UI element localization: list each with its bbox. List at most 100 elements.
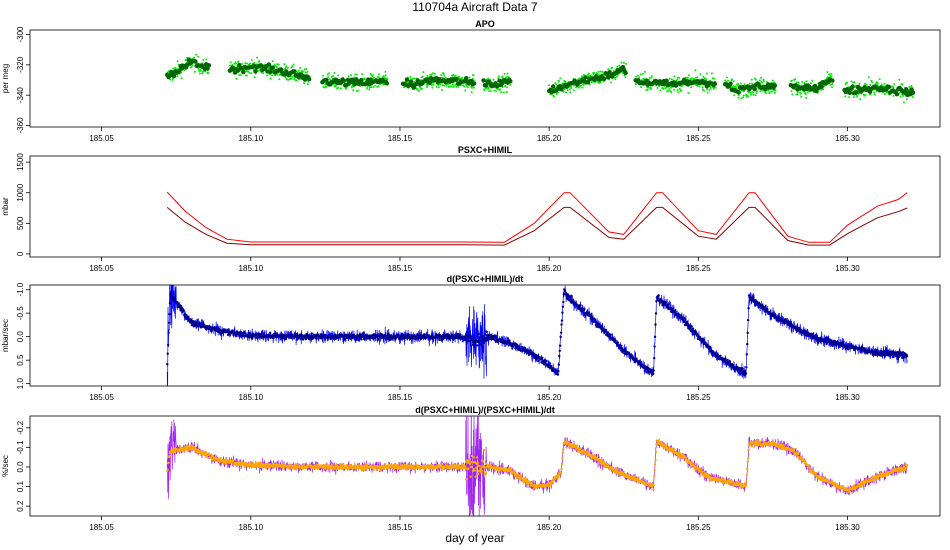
x-tick-label: 185.15 xyxy=(388,523,413,532)
series-point xyxy=(524,477,527,480)
apo-point xyxy=(601,70,604,73)
apo-point xyxy=(202,58,205,61)
apo-point xyxy=(804,93,807,96)
series-point xyxy=(600,325,604,328)
series-point xyxy=(561,305,565,308)
series-point xyxy=(594,320,597,323)
x-tick-label: 185.30 xyxy=(835,134,860,143)
apo-point xyxy=(297,69,300,72)
apo-point xyxy=(883,93,886,96)
series-point xyxy=(685,320,689,324)
series-point xyxy=(562,300,565,304)
apo-point xyxy=(247,70,250,73)
series-point xyxy=(562,448,565,451)
apo-point xyxy=(497,75,500,78)
series-point xyxy=(490,337,493,341)
series-point xyxy=(485,330,488,333)
apo-point xyxy=(639,73,642,76)
series-point xyxy=(532,352,535,355)
apo-point xyxy=(376,75,379,78)
apo-point xyxy=(461,76,464,79)
apo-point xyxy=(898,78,901,81)
apo-point-dark xyxy=(728,81,733,86)
series-point xyxy=(451,333,454,337)
series-point xyxy=(243,332,247,335)
apo-point-dark xyxy=(894,91,900,97)
apo-point xyxy=(245,70,248,73)
apo-point xyxy=(867,76,870,79)
apo-point xyxy=(688,74,691,77)
apo-point xyxy=(356,89,359,92)
apo-point xyxy=(730,78,733,81)
series-point xyxy=(475,466,478,470)
x-tick-label: 185.20 xyxy=(537,523,562,532)
series-point xyxy=(655,300,658,303)
y-tick-label: 0.2 xyxy=(16,500,25,512)
series-point xyxy=(441,463,444,466)
apo-point xyxy=(299,66,302,69)
apo-point xyxy=(566,89,569,92)
series-point xyxy=(356,333,359,337)
data-layer xyxy=(165,53,916,104)
apo-point-dark xyxy=(664,78,669,83)
x-tick-label: 185.05 xyxy=(89,264,114,273)
apo-point xyxy=(761,81,764,84)
apo-point-dark xyxy=(267,69,273,75)
apo-point xyxy=(709,87,712,90)
series-point xyxy=(423,333,426,336)
series-point xyxy=(167,461,170,465)
apo-point xyxy=(667,89,670,92)
series-point xyxy=(639,360,642,363)
series-point xyxy=(348,335,351,338)
series-point xyxy=(406,468,409,471)
apo-point xyxy=(809,82,812,85)
apo-point xyxy=(568,88,571,91)
series-point xyxy=(507,344,510,347)
series-point xyxy=(438,338,441,341)
apo-point-dark xyxy=(384,81,390,86)
series-point xyxy=(516,476,519,480)
apo-point xyxy=(472,73,475,76)
apo-point xyxy=(616,65,619,68)
series-point xyxy=(187,448,190,452)
series-point xyxy=(172,450,176,454)
apo-point xyxy=(830,86,833,89)
apo-point xyxy=(326,73,329,76)
series-point xyxy=(593,453,596,457)
apo-point xyxy=(295,79,298,82)
apo-point xyxy=(822,88,825,91)
series-point xyxy=(349,464,352,467)
apo-point xyxy=(755,92,758,95)
series-point xyxy=(341,462,345,466)
apo-point-dark xyxy=(206,63,212,68)
series-point xyxy=(832,343,835,346)
series-point xyxy=(517,345,521,348)
series-point xyxy=(166,363,169,366)
x-tick-label: 185.05 xyxy=(89,523,114,532)
apo-point xyxy=(439,82,442,85)
series-point xyxy=(541,356,544,359)
y-axis-label: per meg xyxy=(1,64,10,93)
series-point xyxy=(176,302,180,305)
apo-point xyxy=(650,75,653,78)
apo-point xyxy=(291,65,294,68)
series-point xyxy=(382,467,386,470)
series-point xyxy=(690,325,693,328)
apo-point xyxy=(442,73,445,76)
apo-point-dark xyxy=(481,78,486,83)
apo-point-dark xyxy=(404,77,410,82)
apo-point xyxy=(337,74,340,77)
apo-point-dark xyxy=(266,62,272,67)
series-point xyxy=(497,466,500,469)
series-point xyxy=(568,296,572,299)
series-point xyxy=(652,369,655,372)
apo-point-dark xyxy=(752,87,757,92)
series-point xyxy=(315,337,318,340)
apo-point xyxy=(207,72,210,75)
apo-point xyxy=(762,78,765,81)
apo-point xyxy=(771,79,774,82)
apo-point xyxy=(443,74,446,77)
series-point xyxy=(872,353,875,356)
apo-point xyxy=(449,85,452,88)
apo-point-dark xyxy=(550,84,556,89)
